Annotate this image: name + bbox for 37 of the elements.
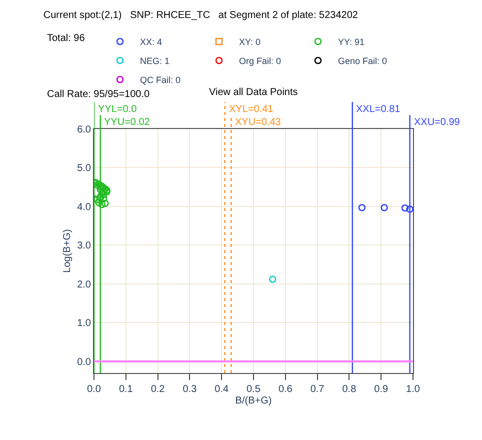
- chart-title: Current spot:(2,1) SNP: RHCEE_TC at Segment 2 of plate: 5234202: [43, 10, 358, 21]
- y-tick-label: 3.0: [77, 240, 92, 252]
- legend-label: XY: 0: [239, 37, 261, 48]
- x-tick-label: 0.2: [150, 384, 166, 395]
- legend-label: XX: 4: [140, 37, 162, 48]
- y-tick-label: 5.0: [77, 163, 92, 174]
- y-axis-title: Log(B+G): [62, 229, 74, 273]
- x-tick-label: 0.6: [278, 384, 293, 395]
- x-axis-title: B/(B+G): [235, 396, 272, 406]
- x-tick-label: 0.8: [342, 384, 357, 395]
- x-tick-label: 0.9: [374, 384, 388, 395]
- y-tick-label: 0.0: [77, 356, 92, 368]
- y-tick-label: 2.0: [77, 279, 92, 290]
- x-tick-label: 0.1: [118, 384, 134, 395]
- x-tick-label: 0.3: [182, 384, 198, 395]
- x-tick-label: 0.5: [246, 384, 261, 395]
- legend-label: YY: 91: [338, 37, 365, 48]
- legend-label: Geno Fail: 0: [338, 56, 388, 66]
- y-tick-label: 4.0: [77, 202, 92, 213]
- legend-label: Org Fail: 0: [239, 56, 282, 66]
- ref-line-label: XXU=0.99: [414, 117, 460, 128]
- chart-subtitle: View all Data Points: [209, 87, 298, 98]
- x-tick-label: 0.0: [87, 384, 102, 395]
- y-tick-label: 6.0: [77, 124, 92, 136]
- text: Call Rate: 95/95=100.0: [47, 89, 150, 100]
- x-tick-label: 1.0: [406, 384, 420, 395]
- ref-line-label: XYL=0.41: [229, 104, 274, 115]
- ref-line-label: XYU=0.43: [235, 117, 282, 128]
- x-tick-label: 0.4: [214, 384, 229, 395]
- ref-line-label: YYU=0.02: [104, 117, 150, 128]
- y-tick-label: 1.0: [77, 318, 92, 330]
- x-tick-label: 0.7: [310, 384, 325, 395]
- legend-label: NEG: 1: [140, 56, 170, 66]
- ref-line-label: XXL=0.81: [356, 104, 401, 115]
- legend-label: QC Fail: 0: [140, 75, 181, 86]
- text: Total: 96: [47, 33, 86, 44]
- ref-line-label: YYL=0.0: [98, 104, 138, 115]
